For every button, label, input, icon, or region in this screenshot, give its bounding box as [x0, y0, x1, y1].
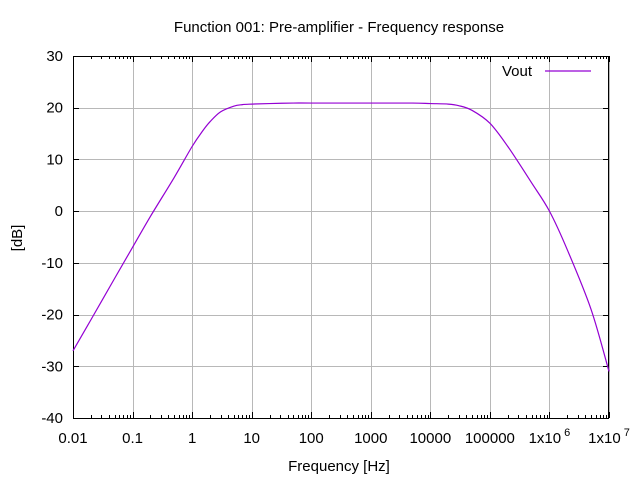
x-tick-label: 1x10 7	[588, 427, 630, 447]
y-tick-label: -30	[41, 358, 63, 375]
y-axis-label: [dB]	[9, 225, 26, 252]
x-tick-label: 1x10 6	[529, 427, 571, 447]
tick-labels: 0.01 0.1 1 10 100 1000 10000 100000 1x10 6 1x10 7…	[41, 48, 630, 447]
series-group	[72, 102, 610, 372]
legend: Vout	[502, 63, 591, 80]
y-tick-label: 20	[46, 100, 63, 117]
x-tick-label: 10000	[409, 430, 451, 447]
y-tick-label: 30	[46, 48, 63, 65]
x-tick-label: 1	[188, 430, 196, 447]
y-tick-label: -10	[41, 255, 63, 272]
x-tick-label: 10	[243, 430, 260, 447]
x-tick-label: 0.01	[58, 430, 87, 447]
y-tick-label: 10	[46, 151, 63, 168]
legend-label-vout: Vout	[502, 63, 533, 80]
x-tick-label: 0.1	[122, 430, 143, 447]
x-tick-label: 1000	[354, 430, 387, 447]
y-tick-label: -40	[41, 410, 63, 427]
series-line-vout	[72, 102, 610, 372]
x-axis-label: Frequency [Hz]	[288, 458, 390, 475]
x-tick-label: 100000	[465, 430, 515, 447]
plot-frame	[73, 56, 609, 419]
y-tick-label: 0	[55, 203, 63, 220]
chart-title: Function 001: Pre-amplifier - Frequency …	[174, 19, 504, 36]
ticks	[73, 56, 610, 419]
x-tick-label: 100	[299, 430, 324, 447]
y-tick-label: -20	[41, 307, 63, 324]
grid	[73, 56, 610, 419]
